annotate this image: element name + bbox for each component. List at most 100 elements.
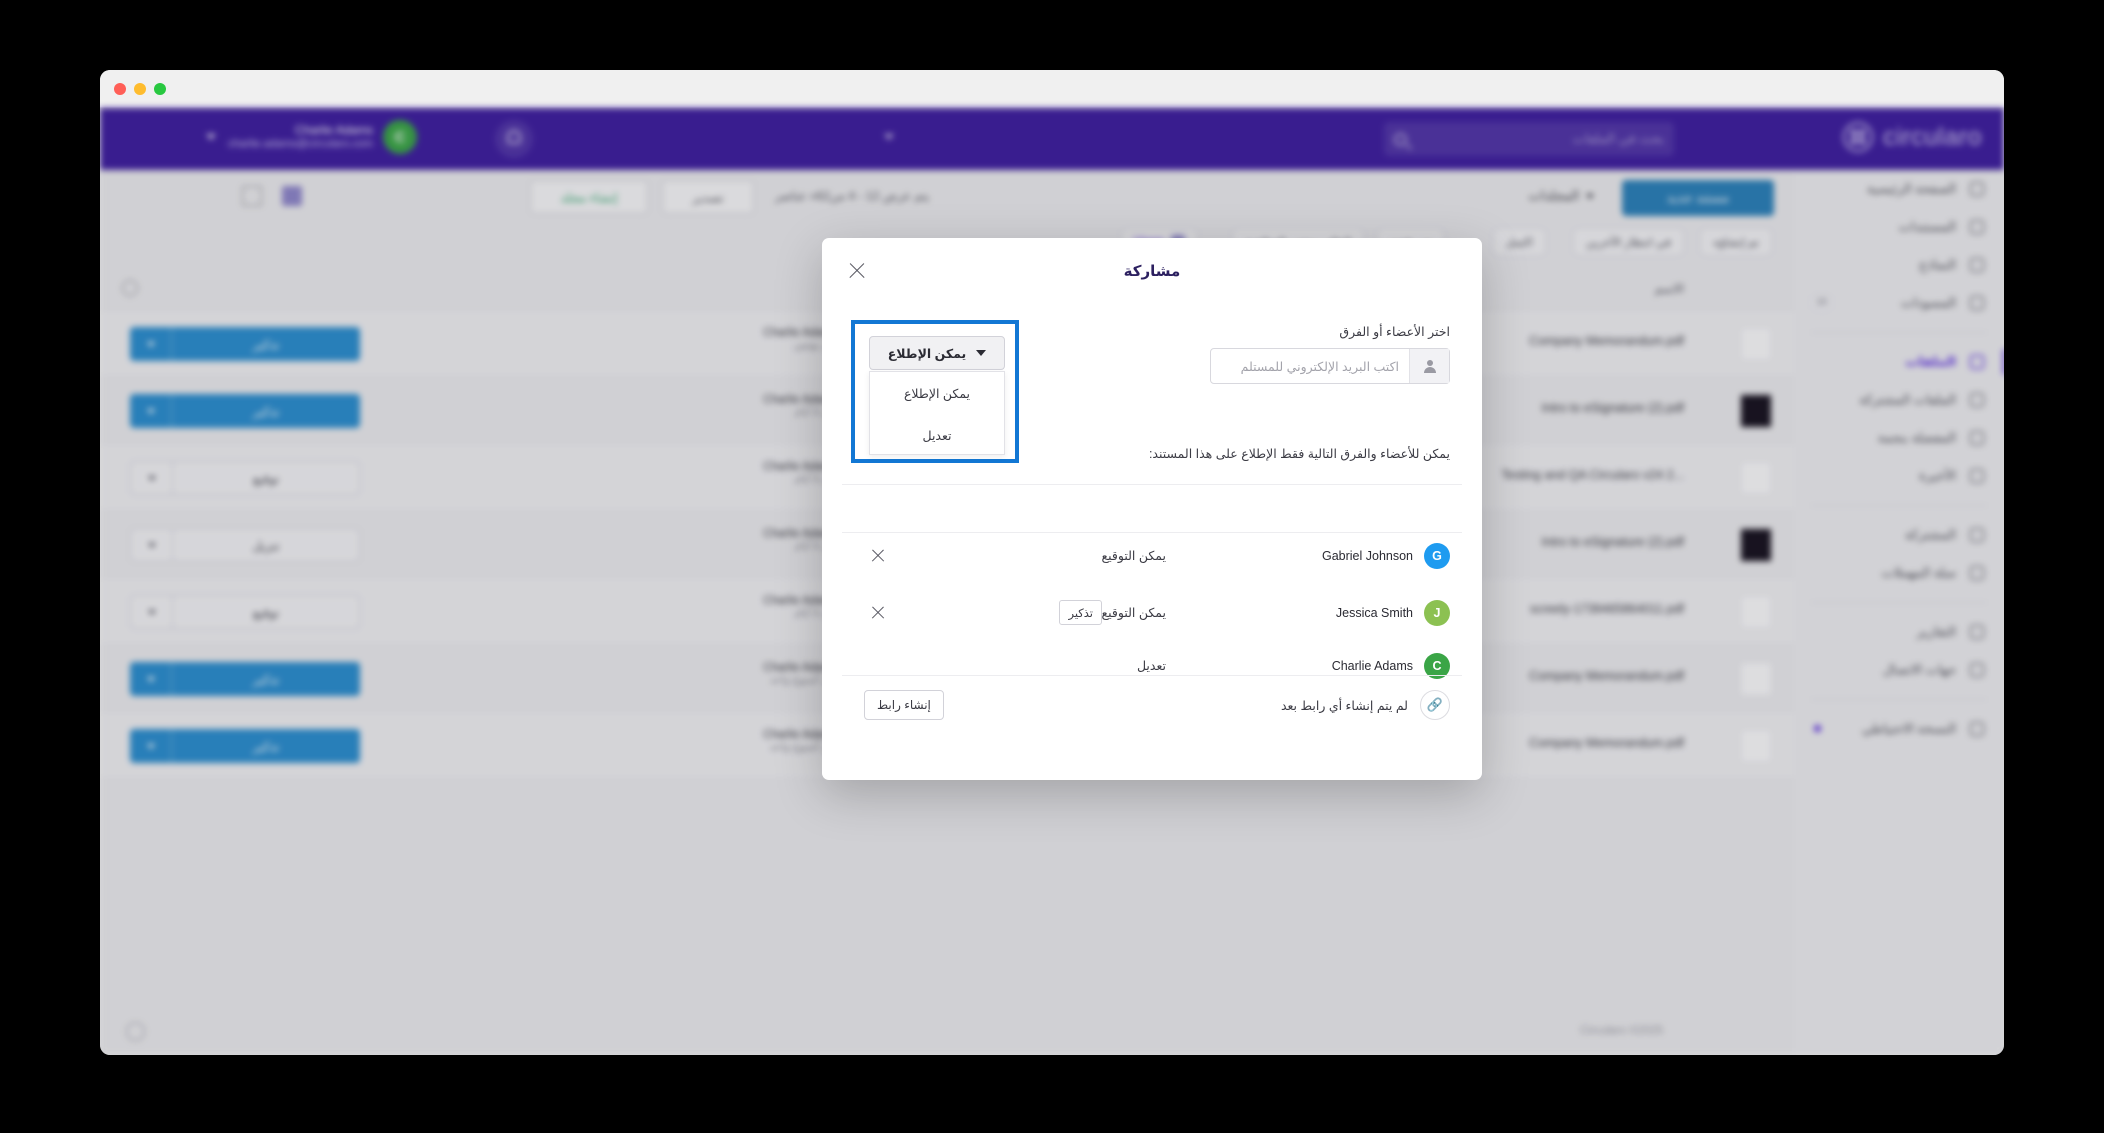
link-icon: 🔗 (1420, 690, 1450, 720)
member-permission[interactable]: يمكن التوقيع (1101, 549, 1166, 563)
file-thumbnail (1740, 461, 1772, 495)
row-action-button[interactable]: توقيع (130, 595, 360, 629)
member-permission[interactable]: تعديل (1136, 659, 1166, 673)
shared-folder-icon (1968, 391, 1986, 409)
permission-option-0[interactable]: يمكن الإطلاع (903, 386, 971, 401)
owner-name: Charlie Adams (763, 528, 838, 540)
divider (1810, 602, 1988, 603)
filter-chip-0[interactable]: تم إنشاؤه (1700, 228, 1772, 256)
member-identity: Charlie Adams C (1332, 653, 1450, 679)
file-name[interactable]: Intro to eSignature (2).pdf (1541, 401, 1684, 415)
permission-option-1[interactable]: تعديل (922, 428, 952, 443)
row-action-caret[interactable] (131, 596, 173, 628)
sidebar-item-11[interactable]: جهات الاتصال (1794, 651, 2004, 689)
copyright-text: Circularo ©2025 (1580, 1025, 1664, 1037)
app-logo[interactable]: circularo (1843, 122, 1982, 152)
create-link-button[interactable]: إنشاء رابط (864, 690, 944, 720)
row-action-caret[interactable] (130, 327, 172, 361)
minimize-window-button[interactable] (134, 83, 146, 95)
export-button[interactable]: تصدير (662, 180, 754, 214)
user-menu[interactable]: Charlie Adams charlie.adams@circularo.co… (206, 120, 418, 154)
filter-chip-2[interactable]: اكتمل (1492, 228, 1546, 256)
file-name[interactable]: Intro to eSignature (2).pdf (1541, 535, 1684, 549)
file-name[interactable]: Company Memorandum.pdf (1529, 736, 1684, 750)
permission-dropdown[interactable]: يمكن الإطلاع يمكن الإطلاع تعديل (851, 320, 1019, 463)
sidebar-item-0[interactable]: الصفحة الرئيسية (1794, 170, 2004, 208)
close-window-button[interactable] (114, 83, 126, 95)
remind-button[interactable]: تذكير (1059, 600, 1102, 625)
sidebar-item-1[interactable]: المستندات (1794, 208, 2004, 246)
remove-member-icon[interactable] (870, 605, 886, 621)
recipient-email-placeholder: اكتب البريد الإلكتروني للمستلم (1240, 359, 1399, 374)
divider (842, 532, 1462, 533)
row-action-caret[interactable] (130, 729, 172, 763)
logo-text: circularo (1883, 122, 1982, 151)
sidebar-item-6[interactable]: المفضلة بنجمة (1794, 419, 2004, 457)
grid-view-icon[interactable] (242, 186, 262, 206)
sidebar-item-label: النماذج (1918, 257, 1956, 272)
maximize-window-button[interactable] (154, 83, 166, 95)
member-name: Gabriel Johnson (1321, 549, 1413, 563)
permission-dropdown-toggle[interactable]: يمكن الإطلاع (869, 336, 1005, 370)
owner-date: قبل أسبوع واحد (769, 674, 838, 686)
row-action-button[interactable]: تذكير (130, 394, 360, 428)
row-action-button[interactable]: تذكير (130, 662, 360, 696)
template-icon (1968, 256, 1986, 274)
chevron-down-icon[interactable] (884, 134, 894, 140)
sidebar-item-2[interactable]: النماذج (1794, 246, 2004, 284)
notifications-button[interactable] (495, 120, 533, 158)
sidebar-item-8[interactable]: المشتركة (1794, 516, 2004, 554)
sidebar-item-4[interactable]: الملفات (1794, 343, 2004, 381)
row-action-label: توقيع (252, 605, 280, 620)
remove-member-icon[interactable] (870, 548, 886, 564)
sidebar-item-7[interactable]: الأخيرة (1794, 457, 2004, 495)
clock-icon (126, 1022, 145, 1041)
search-placeholder: بحث في الملفات (1572, 131, 1664, 146)
sidebar-item-12[interactable]: النسخة الاحتياطي (1794, 710, 2004, 748)
sidebar-item-3[interactable]: المسودات 15 (1794, 284, 2004, 322)
chevron-down-icon (1586, 193, 1594, 199)
share-icon (1968, 526, 1986, 544)
sidebar-item-9[interactable]: سلة المهملات (1794, 554, 2004, 592)
member-row: Gabriel Johnson G يمكن التوقيع (842, 533, 1462, 580)
gear-icon[interactable] (122, 280, 138, 296)
chevron-down-icon (146, 676, 155, 682)
member-permission[interactable]: يمكن التوقيع (1101, 606, 1166, 620)
content-toolbar: مستند جديد المجلدات إنشاء مجلد تصدير يتم… (100, 170, 1794, 222)
divider (1810, 505, 1988, 506)
row-action-button[interactable]: تنزيل (130, 528, 360, 562)
app-topbar: circularo بحث في الملفات Charlie Adams c… (100, 108, 2004, 170)
modal-title: مشاركة (1123, 263, 1181, 280)
filter-chip-1[interactable]: في انتظار الآخرين (1573, 228, 1684, 256)
file-name[interactable]: screely-1739465864011.pdf (1529, 602, 1684, 616)
file-name[interactable]: Testing and QA Circularo v24 2... (1501, 468, 1684, 482)
row-action-caret[interactable] (131, 462, 173, 494)
sidebar-item-5[interactable]: الملفات المشتركة (1794, 381, 2004, 419)
global-search[interactable]: بحث في الملفات (1384, 122, 1674, 156)
member-row: Charlie Adams C تعديل (842, 643, 1462, 690)
create-folder-button[interactable]: إنشاء مجلد (530, 180, 648, 214)
row-action-button[interactable]: تذكير (130, 327, 360, 361)
folders-select[interactable]: المجلدات (1529, 188, 1594, 204)
recipient-email-input[interactable]: اكتب البريد الإلكتروني للمستلم (1210, 348, 1450, 384)
sidebar: الصفحة الرئيسية المستندات النماذج المسودات 1… (1794, 170, 2004, 1055)
member-name: Charlie Adams (1331, 659, 1413, 673)
chevron-down-icon (146, 408, 155, 414)
chevron-down-icon (147, 542, 156, 548)
file-name[interactable]: Company Memorandum.pdf (1529, 334, 1684, 348)
browser-window: circularo بحث في الملفات Charlie Adams c… (100, 70, 2004, 1055)
row-action-caret[interactable] (130, 394, 172, 428)
row-action-button[interactable]: تذكير (130, 729, 360, 763)
window-controls[interactable] (114, 83, 166, 95)
new-document-button[interactable]: مستند جديد (1622, 180, 1774, 216)
row-action-button[interactable]: توقيع (130, 461, 360, 495)
clock-icon (1968, 467, 1986, 485)
row-action-caret[interactable] (131, 529, 173, 561)
list-view-icon[interactable] (282, 186, 302, 206)
sidebar-item-10[interactable]: التقارير (1794, 613, 2004, 651)
backup-icon (1968, 720, 1986, 738)
row-action-caret[interactable] (130, 662, 172, 696)
divider (842, 484, 1462, 485)
column-header-name[interactable]: الاسم (1654, 282, 1684, 296)
file-name[interactable]: Company Memorandum.pdf (1529, 669, 1684, 683)
